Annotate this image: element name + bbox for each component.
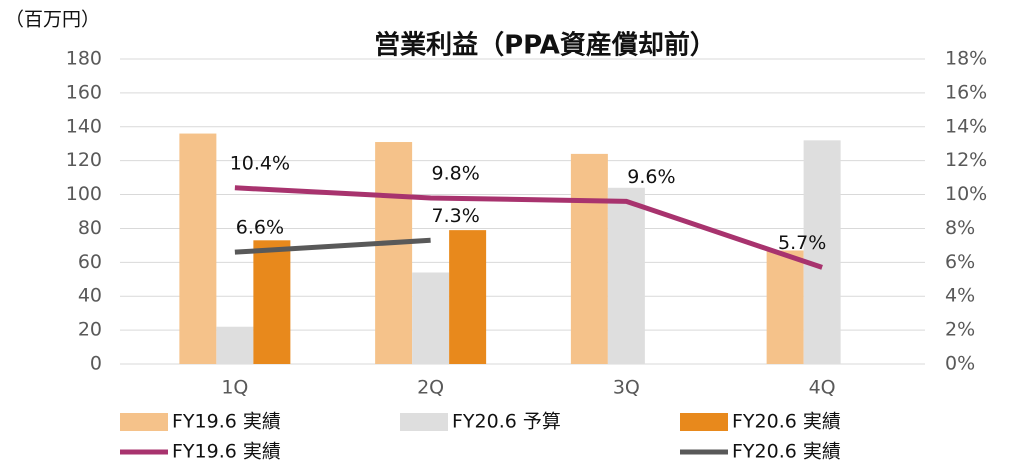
data-label: 7.3% xyxy=(431,205,479,227)
bar xyxy=(216,326,254,364)
y-tick-label: 100 xyxy=(66,183,102,205)
legend-swatch xyxy=(120,413,168,431)
legend-label: FY20.6 実績 xyxy=(732,441,841,463)
bar xyxy=(412,272,450,364)
y2-tick-label: 12% xyxy=(945,149,987,171)
data-label: 9.8% xyxy=(431,162,479,184)
legend-label: FY19.6 実績 xyxy=(172,411,281,433)
bar xyxy=(375,142,413,364)
y2-tick-label: 4% xyxy=(945,285,975,307)
x-tick-label: 4Q xyxy=(809,377,836,399)
x-tick-label: 1Q xyxy=(221,377,248,399)
bar xyxy=(607,187,645,364)
legend-swatch xyxy=(400,413,448,431)
y2-tick-label: 6% xyxy=(945,251,975,273)
y-tick-label: 0 xyxy=(90,353,102,375)
data-label: 5.7% xyxy=(778,232,826,254)
y2-tick-label: 18% xyxy=(945,48,987,70)
y2-tick-label: 0% xyxy=(945,353,975,375)
y-tick-label: 160 xyxy=(66,81,102,103)
y-tick-label: 180 xyxy=(66,48,102,70)
y-tick-label: 80 xyxy=(78,217,102,239)
data-label: 6.6% xyxy=(236,217,284,239)
line xyxy=(234,237,431,255)
legend-label: FY20.6 予算 xyxy=(452,411,561,433)
y-tick-label: 140 xyxy=(66,115,102,137)
legend-label: FY19.6 実績 xyxy=(172,441,281,463)
bar xyxy=(766,250,804,364)
legend-label: FY20.6 実績 xyxy=(732,411,841,433)
bar xyxy=(253,240,291,364)
line xyxy=(234,185,823,270)
x-tick-label: 2Q xyxy=(417,377,444,399)
y-tick-label: 40 xyxy=(78,285,102,307)
y-tick-label: 60 xyxy=(78,251,102,273)
y-axis-label: （百万円） xyxy=(5,9,100,31)
y2-tick-label: 14% xyxy=(945,115,987,137)
data-label: 9.6% xyxy=(627,166,675,188)
data-label: 10.4% xyxy=(230,152,290,174)
legend-swatch xyxy=(680,413,728,431)
y2-tick-label: 2% xyxy=(945,319,975,341)
bar xyxy=(449,230,487,364)
y2-tick-label: 8% xyxy=(945,217,975,239)
chart-title: 営業利益（PPA資産償却前） xyxy=(374,30,716,61)
x-tick-label: 3Q xyxy=(613,377,640,399)
y2-tick-label: 16% xyxy=(945,81,987,103)
y-tick-label: 20 xyxy=(78,319,102,341)
y2-tick-label: 10% xyxy=(945,183,987,205)
y-tick-label: 120 xyxy=(66,149,102,171)
bar xyxy=(570,153,608,364)
bar xyxy=(803,140,841,364)
bar xyxy=(179,133,217,364)
